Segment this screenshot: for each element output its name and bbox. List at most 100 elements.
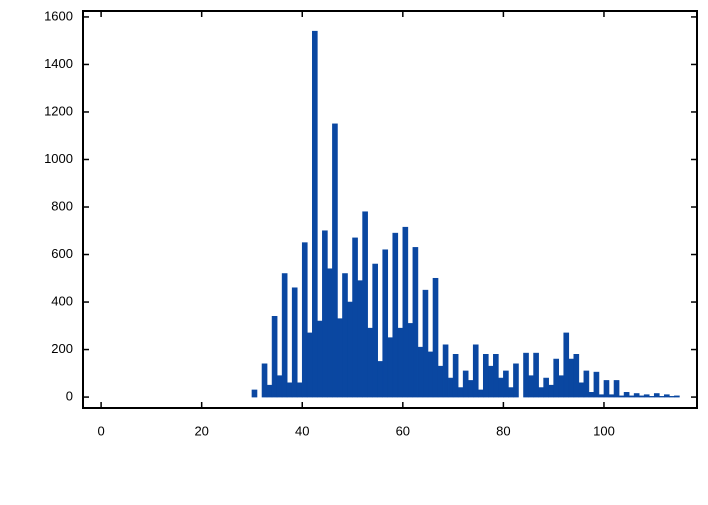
bar [618, 395, 625, 398]
bar [543, 377, 549, 398]
bar [271, 315, 278, 398]
bar [372, 263, 378, 398]
bar [357, 280, 363, 398]
bar [623, 392, 630, 398]
bar [417, 346, 424, 398]
bar [427, 351, 434, 398]
bar [332, 123, 338, 398]
x-tick-label: 40 [295, 423, 309, 438]
bar [347, 301, 353, 398]
bar [437, 365, 444, 398]
bar [653, 393, 660, 398]
x-tick-label: 80 [496, 423, 510, 438]
x-tick-label: 100 [593, 423, 615, 438]
bar [291, 287, 298, 398]
bar [422, 289, 429, 398]
bar [276, 375, 283, 398]
bar [266, 384, 273, 398]
bar [664, 394, 670, 398]
y-tick-label: 200 [51, 341, 73, 356]
bar [286, 382, 293, 398]
bar [503, 370, 509, 398]
bar [352, 237, 358, 398]
bar [573, 354, 580, 398]
bar [593, 371, 600, 398]
bar [608, 394, 615, 398]
bar [392, 232, 399, 398]
bar [528, 375, 534, 398]
bar [669, 396, 675, 398]
bar [513, 363, 519, 398]
bar [251, 389, 258, 398]
bar [598, 394, 605, 398]
bar [493, 354, 499, 398]
bar [387, 337, 394, 398]
x-tick-label: 60 [396, 423, 410, 438]
bar [407, 323, 414, 398]
bar [467, 380, 474, 398]
bar [377, 361, 384, 398]
bar [362, 211, 368, 398]
bar [583, 370, 590, 398]
bar [538, 387, 544, 398]
bar [397, 327, 404, 398]
bar [477, 389, 484, 398]
bar [452, 354, 459, 398]
plot-frame [82, 10, 698, 409]
y-tick-label: 1400 [44, 56, 73, 71]
bar [498, 377, 504, 398]
bar [462, 370, 469, 398]
bar [563, 332, 570, 398]
bar [648, 396, 655, 398]
y-tick-label: 1600 [44, 8, 73, 23]
bar [472, 344, 479, 398]
x-tick-label: 20 [194, 423, 208, 438]
y-tick-label: 1000 [44, 151, 73, 166]
bar [327, 268, 333, 398]
bar [457, 387, 464, 398]
x-tick-label: 0 [97, 423, 104, 438]
bar [488, 365, 494, 398]
bar [317, 320, 323, 398]
bar [482, 354, 489, 398]
bar [301, 242, 308, 398]
bar [588, 392, 595, 398]
bar [568, 358, 575, 398]
bar [447, 377, 454, 398]
bar [638, 395, 645, 398]
y-tick-label: 1200 [44, 103, 73, 118]
y-tick-label: 600 [51, 246, 73, 261]
bar [306, 332, 313, 398]
bar [342, 273, 348, 398]
bar [548, 384, 554, 398]
bar [312, 30, 318, 398]
y-tick-label: 400 [51, 293, 73, 308]
bar [533, 352, 539, 398]
bar [658, 396, 665, 398]
bar [674, 395, 680, 398]
bar [558, 375, 565, 398]
bar [553, 358, 560, 398]
bar [613, 380, 620, 398]
bar [432, 277, 439, 398]
bar [261, 363, 268, 398]
y-tick-label: 0 [66, 389, 73, 404]
bar [296, 382, 303, 398]
bar [402, 226, 409, 398]
bar [628, 395, 635, 398]
bar [603, 380, 610, 398]
bar [382, 249, 389, 398]
bar [337, 318, 343, 398]
bar [281, 273, 288, 398]
bar [412, 247, 419, 398]
bar [508, 387, 514, 398]
y-tick-label: 800 [51, 198, 73, 213]
bar [367, 327, 373, 398]
bar [523, 352, 529, 398]
bar [643, 394, 650, 398]
bar [442, 344, 449, 398]
bar [578, 382, 585, 398]
bar [322, 230, 328, 398]
bar [633, 393, 640, 398]
